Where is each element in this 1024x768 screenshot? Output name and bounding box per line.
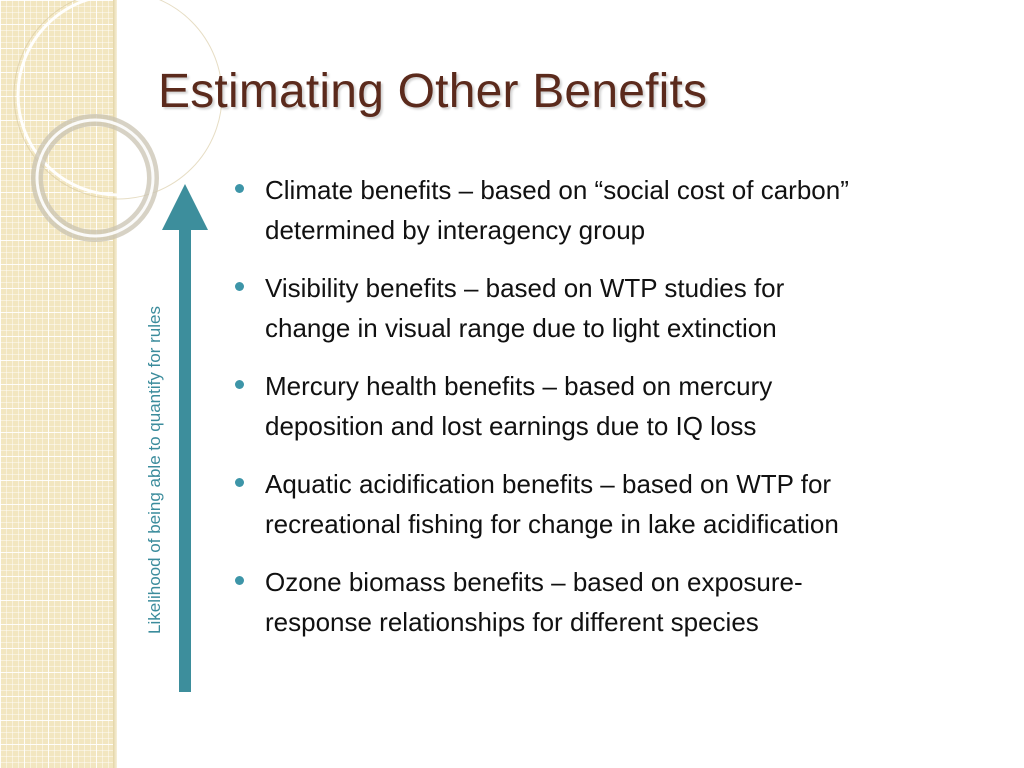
bullet-dot-icon [235,576,244,585]
list-item-ozone: Ozone biomass benefits – based on exposu… [232,562,992,642]
list-item-climate: Climate benefits – based on “social cost… [232,170,992,250]
bullet-text-line: recreational fishing for change in lake … [265,509,839,539]
list-item-mercury: Mercury health benefits – based on mercu… [232,366,992,446]
bullet-dot-icon [235,282,244,291]
bullet-text-line: determined by interagency group [265,215,646,245]
bullet-text-line: Ozone biomass benefits – based on exposu… [265,567,803,597]
bullet-text-line: change in visual range due to light exti… [265,313,777,343]
list-item-visibility: Visibility benefits – based on WTP studi… [232,268,992,348]
bullet-dot-icon [235,184,244,193]
bullet-text-line: Aquatic acidification benefits – based o… [265,469,832,499]
bullet-text-line: response relationships for different spe… [265,607,759,637]
likelihood-axis-label: Likelihood of being able to quantify for… [145,306,164,634]
bullet-dot-icon [235,478,244,487]
slide-title: Estimating Other Benefits [158,65,708,118]
benefits-list: Climate benefits – based on “social cost… [232,170,992,660]
strip-edge-shadow [113,0,117,768]
bullet-text-line: deposition and lost earnings due to IQ l… [265,411,757,441]
bullet-text-line: Climate benefits – based on “social cost… [265,175,849,205]
list-item-aquatic: Aquatic acidification benefits – based o… [232,464,992,544]
decorative-circles-icon [13,0,223,242]
bullet-text-line: Visibility benefits – based on WTP studi… [265,273,785,303]
bullet-dot-icon [235,380,244,389]
up-arrow-icon [162,184,208,692]
bullet-text-line: Mercury health benefits – based on mercu… [265,371,773,401]
